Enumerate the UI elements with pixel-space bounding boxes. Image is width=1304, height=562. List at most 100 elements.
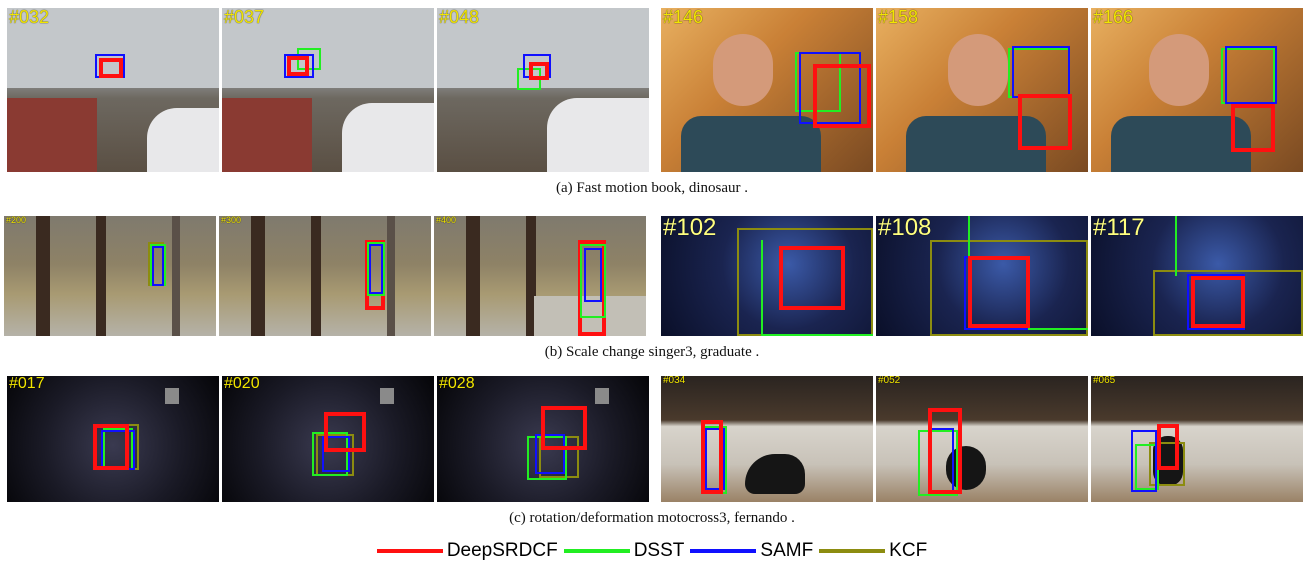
tree-trunk (311, 216, 321, 336)
tree-trunk (96, 216, 106, 336)
frame-c5: #052 (876, 376, 1088, 502)
cat-silhouette (745, 454, 805, 494)
frame-b6: #117 (1091, 216, 1303, 336)
box-deepsrdcf (701, 420, 723, 494)
box-dsst (580, 244, 606, 318)
frame-b1: #200 (4, 216, 216, 336)
box-deepsrdcf (529, 62, 549, 80)
office-wall (222, 8, 434, 88)
box-deepsrdcf (541, 406, 587, 450)
box-samf (284, 54, 314, 78)
frame-a4: #146 (661, 8, 873, 172)
box-dsst (367, 242, 385, 296)
legend-swatch (690, 549, 757, 553)
pole (387, 216, 395, 336)
frame-number: #400 (436, 216, 457, 225)
office-chairs (222, 98, 312, 172)
tree-trunk (36, 216, 50, 336)
pole (172, 216, 180, 336)
frame-number: #300 (221, 216, 242, 225)
arena-logo (165, 388, 179, 404)
legend-swatch (563, 549, 630, 553)
frame-a2: #037 (222, 8, 434, 172)
frame-number: #146 (663, 8, 704, 27)
box-dsst (312, 432, 348, 476)
frame-number: #166 (1093, 8, 1134, 27)
caption-b: (b) Scale change singer3, graduate . (544, 344, 760, 360)
frame-number: #108 (878, 216, 932, 241)
box-samf (1225, 46, 1277, 104)
frame-c6: #065 (1091, 376, 1303, 502)
tree-trunk (466, 216, 480, 336)
box-samf (1131, 430, 1157, 492)
box-samf (799, 52, 861, 124)
frame-c3: #028 (437, 376, 649, 502)
frame-number: #117 (1093, 216, 1145, 241)
box-dsst (1175, 216, 1179, 276)
tree-trunk (526, 216, 536, 336)
box-deepsrdcf (99, 58, 123, 78)
legend-label: DeepSRDCF (446, 540, 558, 561)
frame-number: #028 (439, 376, 475, 392)
caption-a: (a) Fast motion book, dinosaur . (555, 180, 749, 196)
frame-number: #102 (663, 216, 717, 241)
frame-c1: #017 (7, 376, 219, 502)
legend-label: KCF (889, 540, 928, 561)
legend-label: DSST (633, 540, 685, 561)
box-deepsrdcf (928, 408, 962, 494)
frame-a6: #166 (1091, 8, 1303, 172)
box-samf (705, 428, 725, 490)
box-deepsrdcf (968, 256, 1030, 328)
box-deepsrdcf (324, 412, 366, 452)
caption-c: (c) rotation/deformation motocross3, fer… (509, 510, 795, 526)
frame-number: #037 (224, 8, 265, 27)
box-kcf (930, 240, 1088, 336)
legend-item-dsst: DSST (563, 540, 685, 562)
frame-number: #052 (878, 376, 901, 386)
box-deepsrdcf (779, 246, 845, 310)
frame-c2: #020 (222, 376, 434, 502)
legend-item-deepsrdcf: DeepSRDCF (376, 540, 558, 562)
person-head (1149, 34, 1209, 106)
frame-c4: #034 (661, 376, 873, 502)
frame-b3: #400 (434, 216, 646, 336)
box-kcf (1149, 442, 1185, 486)
person-body (1111, 116, 1251, 172)
frame-number: #200 (6, 216, 27, 225)
arena-logo (380, 388, 394, 404)
box-deepsrdcf (1191, 276, 1245, 328)
box-kcf (1153, 270, 1303, 336)
office-wall (437, 8, 649, 88)
box-samf (584, 248, 602, 302)
box-dsst (527, 436, 567, 480)
tree-trunk (251, 216, 265, 336)
office-table (147, 108, 219, 172)
frame-b4: #102 (661, 216, 873, 336)
box-deepsrdcf (813, 64, 871, 128)
frame-number: #020 (224, 376, 260, 392)
box-deepsrdcf (1157, 424, 1179, 470)
frame-a5: #158 (876, 8, 1088, 172)
box-deepsrdcf (93, 424, 129, 470)
person-head (948, 34, 1008, 106)
frame-b2: #300 (219, 216, 431, 336)
box-samf (535, 434, 565, 474)
frame-a3: #048 (437, 8, 649, 172)
frame-number: #017 (9, 376, 45, 392)
office-chairs (7, 98, 97, 172)
box-deepsrdcf (1231, 104, 1275, 152)
legend-label: SAMF (760, 540, 814, 561)
arena-logo (595, 388, 609, 404)
box-samf (322, 436, 350, 472)
box-samf (152, 246, 164, 286)
frame-number: #032 (9, 8, 50, 27)
legend-item-samf: SAMF (690, 540, 813, 562)
office-table (342, 103, 434, 172)
person-head (713, 34, 773, 106)
legend-item-kcf: KCF (819, 540, 927, 562)
box-deepsrdcf (287, 56, 309, 76)
legend-swatch (819, 549, 886, 553)
box-deepsrdcf (1018, 94, 1072, 150)
frame-number: #065 (1093, 376, 1116, 386)
frame-a1: #032 (7, 8, 219, 172)
